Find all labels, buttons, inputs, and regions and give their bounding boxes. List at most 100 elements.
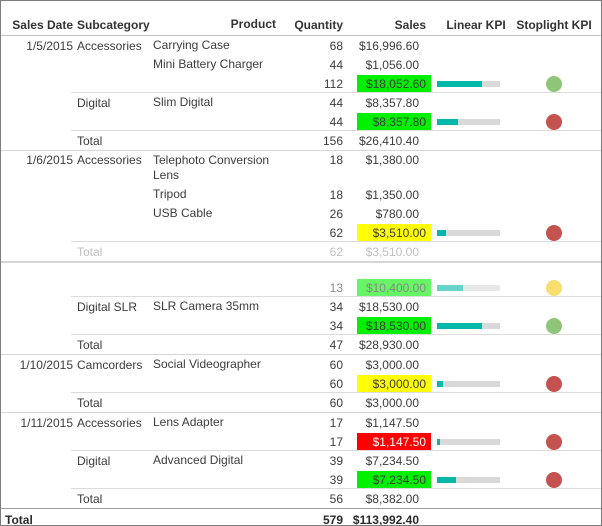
subcategory-cell: Accessories	[77, 38, 142, 53]
subcategory-cell: Accessories	[77, 415, 142, 430]
subcategory-cell: Digital SLR	[77, 299, 138, 314]
stoplight-cell	[507, 279, 601, 296]
product-cell: USB Cable	[153, 206, 213, 220]
quantity-cell: 18	[329, 153, 343, 167]
sales-cell: $3,510.00	[365, 244, 419, 259]
column-header-product: Product	[230, 17, 276, 31]
quantity-cell: 17	[329, 415, 343, 430]
stoplight-cell	[507, 75, 601, 92]
quantity-cell: 39	[329, 453, 343, 468]
linear-kpi-track	[437, 438, 500, 445]
stoplight-indicator	[546, 75, 562, 92]
detail-row: Tripod 18 $1,350.00	[1, 185, 601, 204]
stoplight-indicator	[546, 471, 562, 488]
quantity-cell: 26	[329, 206, 343, 221]
subtotal-row: 34 $18,530.00	[1, 316, 601, 335]
linear-kpi-track	[437, 229, 500, 236]
column-header-stoplight-kpi: Stoplight KPI	[516, 18, 592, 32]
linear-kpi-cell	[431, 380, 507, 387]
linear-kpi-fill	[437, 118, 458, 125]
detail-row: USB Cable 26 $780.00	[1, 204, 601, 223]
quantity-cell: 60	[329, 357, 343, 372]
quantity-cell: 34	[329, 318, 343, 333]
sales-cell: $18,530.00	[358, 299, 419, 314]
sales-cell: $26,410.40	[358, 133, 419, 148]
subtotal-row: 112 $18,052.60	[1, 74, 601, 93]
sales-highlight-cell: $8,357.80	[357, 112, 431, 131]
sales-cell: $28,930.00	[358, 337, 419, 352]
subtotal-row: 62 $3,510.00	[1, 223, 601, 242]
sales-highlight-cell: $7,234.50	[357, 470, 431, 489]
subtotal-row: 60 $3,000.00	[1, 374, 601, 393]
quantity-cell: 34	[329, 299, 343, 314]
subtotal-row: 17 $1,147.50	[1, 432, 601, 451]
column-header-quantity: Quantity	[294, 18, 343, 32]
sales-cell: $7,234.50	[365, 453, 419, 468]
date-cell: 1/5/2015	[26, 38, 73, 53]
quantity-cell: 62	[329, 244, 343, 259]
linear-kpi-fill	[437, 476, 456, 483]
linear-kpi-fill	[437, 229, 446, 236]
linear-kpi-fill	[437, 438, 440, 445]
linear-kpi-track	[437, 322, 500, 329]
quantity-cell: 44	[329, 114, 343, 129]
group-total-row: Total 60 $3,000.00	[1, 393, 601, 413]
quantity-cell: 44	[329, 95, 343, 110]
detail-row: 1/11/2015 Accessories Lens Adapter 17 $1…	[1, 413, 601, 432]
product-cell: Lens Adapter	[153, 415, 224, 429]
sales-cell: $18,530.00	[345, 316, 431, 335]
product-cell: Social Videographer	[153, 357, 261, 371]
total-label: Total	[77, 133, 103, 148]
subtotal-row-faded: 13 $10,400.00	[1, 278, 601, 297]
header-row: Sales Date Subcategory Product Quantity …	[1, 10, 601, 36]
stoplight-indicator	[546, 113, 562, 130]
group-total-row: Total 156 $26,410.40	[1, 131, 601, 151]
column-header-sales-date: Sales Date	[12, 18, 73, 32]
column-header-sales: Sales	[394, 18, 426, 32]
linear-kpi-cell	[431, 284, 507, 291]
linear-kpi-cell	[431, 118, 507, 125]
linear-kpi-cell	[431, 438, 507, 445]
product-cell: Advanced Digital	[153, 453, 244, 467]
stoplight-cell	[507, 113, 601, 130]
sales-highlight-cell: $3,000.00	[357, 374, 431, 393]
detail-row: Digital SLR SLR Camera 35mm 34 $18,530.0…	[1, 297, 601, 316]
sales-cell: $3,000.00	[365, 357, 419, 372]
linear-kpi-track	[437, 80, 500, 87]
product-cell: Tripod	[153, 187, 187, 201]
linear-kpi-cell	[431, 476, 507, 483]
total-label: Total	[77, 337, 103, 352]
subcategory-cell: Digital	[77, 95, 111, 110]
linear-kpi-fill	[437, 80, 482, 87]
sales-cell: $10,400.00	[345, 278, 431, 297]
linear-kpi-cell	[431, 80, 507, 87]
sales-cell: $1,350.00	[365, 187, 419, 202]
linear-kpi-track	[437, 476, 500, 483]
hidden-detail-row	[1, 262, 601, 278]
subcategory-cell: Digital	[77, 453, 111, 468]
linear-kpi-cell	[431, 322, 507, 329]
sales-cell: $780.00	[375, 206, 419, 221]
product-cell: Slim Digital	[153, 95, 214, 109]
stoplight-cell	[507, 471, 601, 488]
total-label: Total	[77, 395, 103, 410]
date-cell: 1/10/2015	[19, 357, 73, 372]
stoplight-cell	[507, 317, 601, 334]
sales-highlight-cell: $3,510.00	[357, 223, 431, 242]
product-cell: Telephoto Conversion Lens	[153, 153, 270, 182]
stoplight-indicator	[546, 317, 562, 334]
stoplight-indicator	[546, 279, 562, 296]
quantity-cell: 112	[323, 76, 343, 91]
detail-row: 1/10/2015 Camcorders Social Videographer…	[1, 355, 601, 374]
sales-cell: $3,510.00	[345, 223, 431, 242]
group-total-row: Total 47 $28,930.00	[1, 335, 601, 355]
sales-cell: $8,382.00	[365, 491, 419, 506]
sales-cell: $8,357.80	[365, 95, 419, 110]
linear-kpi-fill	[437, 322, 483, 329]
linear-kpi-track	[437, 380, 500, 387]
grand-total-label: Total	[5, 513, 33, 526]
sales-cell: $113,992.40	[352, 513, 419, 526]
subcategory-cell: Accessories	[77, 153, 142, 167]
sales-cell: $16,996.60	[358, 38, 419, 53]
